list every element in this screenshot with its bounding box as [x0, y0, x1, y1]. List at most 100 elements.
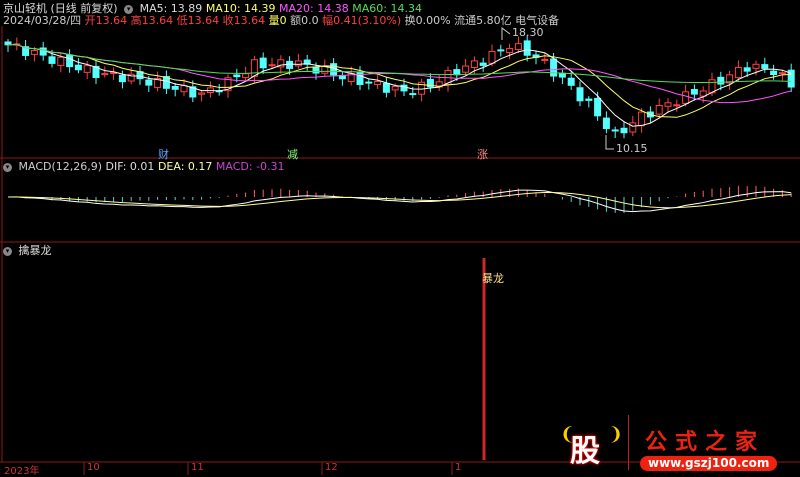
logo-divider — [628, 415, 629, 470]
signal-label-zhang: 涨 — [477, 148, 488, 161]
dif-line — [7, 189, 792, 213]
candle — [690, 89, 698, 95]
candle — [699, 90, 707, 97]
candle — [585, 98, 593, 101]
dea-value: DEA: 0.17 — [157, 160, 213, 173]
candle — [74, 64, 82, 71]
signal-label-cai: 财 — [158, 148, 169, 161]
candle — [638, 111, 646, 127]
candle — [303, 59, 311, 65]
candle — [726, 74, 734, 84]
macd-title[interactable]: MACD(12,26,9) — [18, 160, 103, 173]
candle — [734, 66, 742, 79]
candle — [787, 69, 795, 88]
header-row-2: 2024/03/28/四 开13.64 高13.64 低13.64 收13.64… — [3, 14, 559, 27]
candle — [743, 67, 751, 72]
candle — [118, 74, 126, 83]
candle — [154, 78, 162, 88]
volume-value: 量0 — [268, 14, 287, 27]
candle — [189, 86, 197, 98]
candle — [426, 78, 434, 88]
turnover-value: 换0.00% — [404, 14, 451, 27]
axis-label-dec: 12 — [325, 462, 338, 473]
high-arrow — [501, 27, 511, 40]
candle — [488, 51, 496, 64]
change-value: 幅0.41(3.10%) — [322, 14, 402, 27]
candle — [567, 77, 575, 86]
horn-icon: ❨ — [560, 424, 576, 445]
ma10-value: MA10: 14.39 — [205, 2, 276, 15]
candle — [611, 129, 619, 132]
indicator-title[interactable]: 擒暴龙 — [18, 244, 52, 257]
chevron-down-icon[interactable]: ▾ — [3, 162, 12, 172]
candle — [250, 59, 258, 77]
candle — [620, 127, 628, 134]
candle — [145, 79, 153, 86]
candle — [576, 87, 584, 102]
ma60-line — [7, 43, 792, 84]
candle — [321, 66, 329, 74]
candle — [462, 65, 470, 73]
candle — [277, 59, 285, 68]
candle — [629, 122, 637, 133]
low-value: 低13.64 — [176, 14, 220, 27]
logo-gu: 股 — [570, 434, 600, 469]
candle — [497, 49, 505, 52]
candle — [673, 104, 681, 107]
candle — [558, 72, 566, 78]
axis-label-year: 2023年 — [4, 466, 40, 477]
candle — [30, 49, 38, 55]
candle — [506, 48, 514, 54]
candle — [717, 76, 725, 85]
axis-label-jan: 1 — [455, 462, 462, 473]
candle — [57, 56, 65, 66]
candle — [365, 81, 373, 84]
axis-ticks — [83, 462, 453, 475]
signal-label-jian: 减 — [287, 148, 298, 161]
candle — [39, 47, 47, 56]
candle — [409, 93, 417, 96]
candle — [22, 46, 30, 56]
candle — [259, 57, 267, 69]
close-value: 收13.64 — [222, 14, 266, 27]
high-price-label: 18.30 — [512, 26, 544, 39]
horn-icon: ❩ — [608, 424, 624, 445]
candle — [233, 74, 241, 78]
candle — [664, 102, 672, 107]
candle — [400, 84, 408, 92]
chevron-down-icon[interactable]: ▾ — [124, 4, 134, 14]
candle — [92, 65, 100, 78]
candle — [550, 58, 558, 77]
chevron-down-icon[interactable]: ▾ — [3, 246, 12, 256]
candle — [523, 40, 531, 56]
ma20-value: MA20: 14.38 — [279, 2, 349, 15]
candle — [268, 64, 276, 67]
candle — [374, 81, 382, 85]
candle — [752, 63, 760, 69]
ma10-line — [7, 43, 792, 118]
ma5-line — [7, 43, 792, 127]
candle — [66, 54, 74, 68]
candle — [391, 85, 399, 91]
candle — [514, 43, 522, 51]
candle — [198, 92, 206, 95]
axis-label-nov: 11 — [191, 462, 204, 473]
header-row-1: 京山轻机 (日线 前复权) ▾ MA5: 13.89 MA10: 14.39 M… — [3, 2, 422, 15]
sector-value[interactable]: 电气设备 — [515, 14, 560, 27]
candle — [655, 105, 663, 115]
indicator-header: ▾ 擒暴龙 — [3, 244, 52, 257]
candle — [101, 73, 109, 76]
period-label[interactable]: (日线 前复权) — [50, 2, 118, 15]
candle — [382, 82, 390, 93]
candle — [778, 72, 786, 75]
high-value: 高13.64 — [130, 14, 174, 27]
candle — [602, 117, 610, 130]
candle — [479, 62, 487, 66]
candle — [127, 73, 135, 82]
dif-value: DIF: 0.01 — [105, 160, 155, 173]
logo-url: www.gszj100.com — [640, 456, 778, 471]
candle — [180, 85, 188, 93]
date-value: 2024/03/28/四 — [3, 14, 82, 27]
axis-label-oct: 10 — [87, 462, 100, 473]
